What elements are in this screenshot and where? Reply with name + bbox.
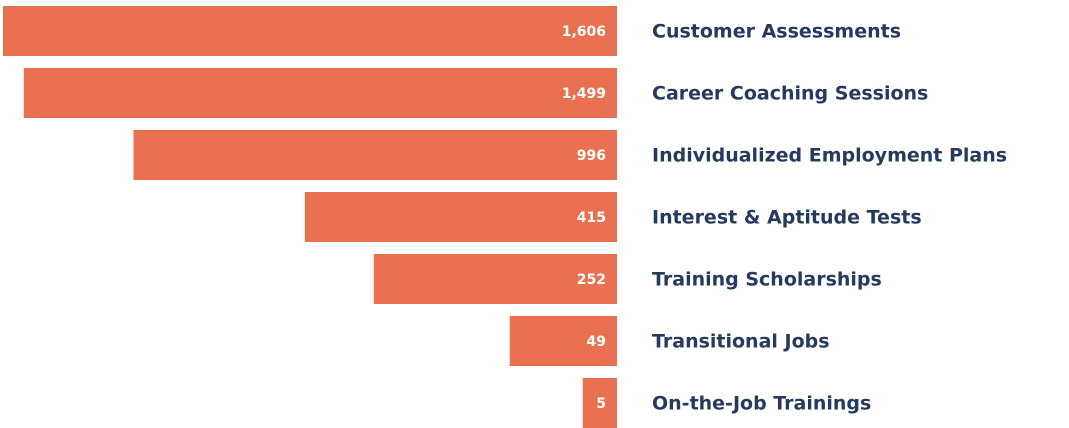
value-label: 415 — [577, 210, 606, 226]
bar — [509, 316, 617, 366]
value-label: 996 — [577, 148, 606, 164]
bar — [133, 130, 617, 180]
category-label: On-the-Job Trainings — [652, 393, 871, 415]
category-label: Training Scholarships — [652, 269, 882, 291]
value-label: 5 — [596, 396, 606, 412]
value-label: 49 — [587, 334, 606, 350]
bar — [582, 378, 617, 428]
category-label: Customer Assessments — [652, 21, 901, 43]
bar — [373, 254, 617, 304]
bar — [23, 68, 617, 118]
value-label: 1,499 — [562, 86, 606, 102]
category-label: Transitional Jobs — [652, 331, 830, 353]
bar — [3, 6, 617, 56]
category-label: Interest & Aptitude Tests — [652, 207, 922, 229]
bar — [304, 192, 617, 242]
value-label: 252 — [577, 272, 606, 288]
value-label: 1,606 — [562, 24, 606, 40]
category-label: Career Coaching Sessions — [652, 83, 928, 105]
category-label: Individualized Employment Plans — [652, 145, 1007, 167]
